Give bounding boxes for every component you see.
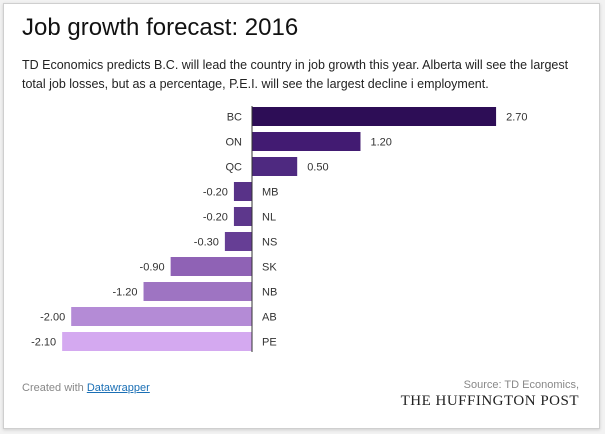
value-label-sk: -0.90 <box>140 262 165 274</box>
category-label-sk: SK <box>262 262 277 274</box>
datawrapper-link[interactable]: Datawrapper <box>86 382 150 394</box>
chart-card: Job growth forecast: 2016 TD Economics p… <box>3 3 600 429</box>
value-label-on: 1.20 <box>370 137 391 149</box>
category-label-nb: NB <box>262 287 277 299</box>
bar-ns <box>224 232 252 251</box>
bar-mb <box>233 182 252 201</box>
chart-title: Job growth forecast: 2016 <box>22 14 299 41</box>
category-label-mb: MB <box>262 187 279 199</box>
bar-ab <box>71 307 252 326</box>
bar-bc <box>252 107 497 126</box>
value-label-mb: -0.20 <box>203 187 228 199</box>
source-note: Source: TD Economics, <box>463 379 579 391</box>
chart-subtitle: TD Economics predicts B.C. will lead the… <box>22 58 569 91</box>
value-label-nl: -0.20 <box>203 212 228 224</box>
value-label-ab: -2.00 <box>40 312 65 324</box>
value-label-qc: 0.50 <box>307 162 328 174</box>
value-label-nb: -1.20 <box>112 287 137 299</box>
created-with-text: Created with <box>22 382 87 394</box>
category-label-qc: QC <box>226 162 243 174</box>
category-label-ab: AB <box>262 312 277 324</box>
publisher-logo: THE HUFFINGTON POST <box>400 393 579 409</box>
bar-pe <box>62 332 252 351</box>
bar-nb <box>143 282 252 301</box>
category-label-nl: NL <box>262 212 276 224</box>
category-label-pe: PE <box>262 337 277 349</box>
category-label-ns: NS <box>262 237 277 249</box>
bar-nl <box>233 207 252 226</box>
created-with-credit: Created with Datawrapper <box>22 382 150 394</box>
category-label-bc: BC <box>227 112 242 124</box>
bar-on <box>252 132 361 151</box>
value-label-pe: -2.10 <box>31 337 56 349</box>
value-label-bc: 2.70 <box>506 112 527 124</box>
bar-qc <box>252 157 298 176</box>
value-label-ns: -0.30 <box>194 237 219 249</box>
bar-sk <box>170 257 252 276</box>
category-label-on: ON <box>226 137 243 149</box>
